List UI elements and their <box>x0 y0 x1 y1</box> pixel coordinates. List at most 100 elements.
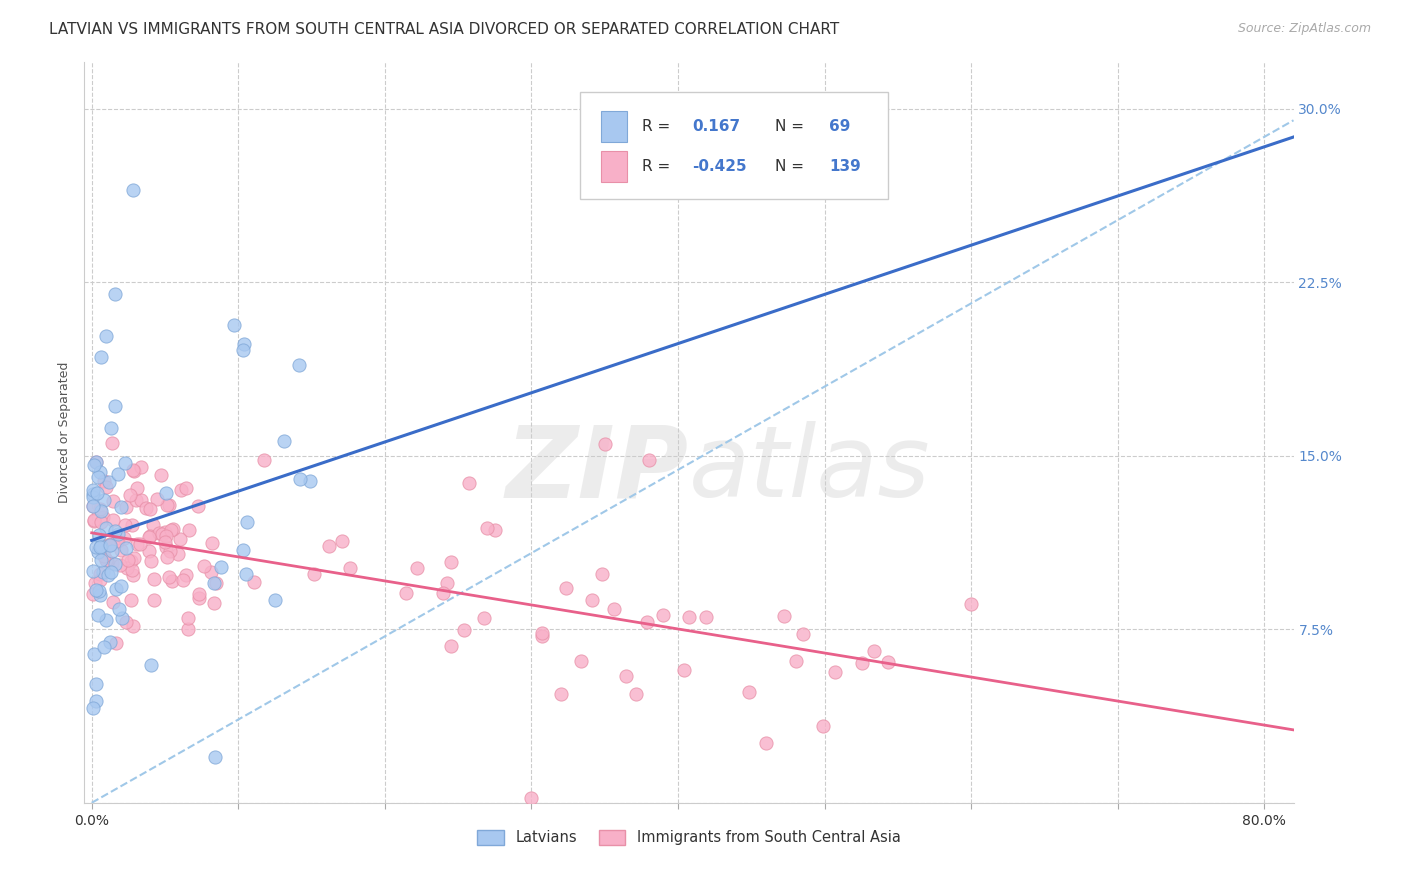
Point <box>143 572 166 586</box>
Point <box>222 318 245 332</box>
Point <box>115 541 138 555</box>
Point <box>114 456 136 470</box>
Text: -0.425: -0.425 <box>693 160 747 174</box>
Point <box>330 534 353 549</box>
Point <box>339 561 361 575</box>
Point <box>82 499 104 513</box>
Point <box>302 567 325 582</box>
Point <box>100 566 122 580</box>
Point <box>82 700 104 714</box>
Point <box>84 677 107 691</box>
Text: 0.167: 0.167 <box>693 120 741 135</box>
Point <box>591 566 613 581</box>
Point <box>82 499 104 513</box>
Point <box>318 539 340 553</box>
Point <box>177 523 200 537</box>
Point <box>104 399 127 413</box>
Point <box>432 586 454 600</box>
Point <box>83 647 105 661</box>
Text: 69: 69 <box>830 120 851 135</box>
Point <box>273 434 295 449</box>
Point <box>440 639 463 653</box>
Point <box>122 550 145 565</box>
Point <box>90 504 112 518</box>
Point <box>86 486 108 500</box>
Point <box>288 358 311 372</box>
Point <box>695 610 717 624</box>
Point <box>110 579 132 593</box>
Point <box>82 490 104 504</box>
Point <box>614 669 637 683</box>
Point <box>205 575 228 590</box>
Point <box>120 553 142 567</box>
Point <box>105 533 128 548</box>
Point <box>90 516 112 530</box>
Point <box>82 486 104 500</box>
Point <box>200 566 222 580</box>
Point <box>235 567 257 582</box>
Point <box>188 591 211 605</box>
Point <box>89 574 111 588</box>
Point <box>93 493 115 508</box>
Point <box>678 610 700 624</box>
Point <box>100 538 122 552</box>
Point <box>87 527 110 541</box>
Point <box>167 547 190 561</box>
Point <box>150 527 173 541</box>
Point <box>82 483 104 497</box>
Point <box>960 597 983 611</box>
Point <box>394 586 416 600</box>
Point <box>105 635 128 649</box>
Text: LATVIAN VS IMMIGRANTS FROM SOUTH CENTRAL ASIA DIVORCED OR SEPARATED CORRELATION : LATVIAN VS IMMIGRANTS FROM SOUTH CENTRAL… <box>49 22 839 37</box>
Point <box>120 592 142 607</box>
Point <box>484 524 506 538</box>
Point <box>177 622 200 636</box>
Point <box>172 574 194 588</box>
Point <box>94 613 117 627</box>
Point <box>124 464 146 478</box>
Point <box>87 608 110 623</box>
Point <box>122 462 145 476</box>
Point <box>187 500 209 514</box>
Point <box>89 501 111 516</box>
Point <box>101 595 124 609</box>
Point <box>104 582 127 597</box>
Point <box>104 286 127 301</box>
Point <box>755 736 778 750</box>
Point <box>87 469 110 483</box>
Point <box>100 544 122 558</box>
Text: Source: ZipAtlas.com: Source: ZipAtlas.com <box>1237 22 1371 36</box>
Point <box>155 529 177 543</box>
Point <box>785 654 807 668</box>
Point <box>84 694 107 708</box>
Point <box>128 537 150 551</box>
Point <box>153 535 176 549</box>
Point <box>637 453 659 467</box>
Point <box>121 563 143 577</box>
Point <box>101 556 124 570</box>
Point <box>89 567 111 582</box>
Point <box>89 588 111 602</box>
Point <box>824 665 846 680</box>
Point <box>253 453 276 467</box>
Point <box>84 582 107 597</box>
Text: N =: N = <box>775 120 804 135</box>
Point <box>581 592 603 607</box>
Point <box>96 554 118 568</box>
Point <box>139 529 162 543</box>
Text: R =: R = <box>641 120 671 135</box>
Point <box>90 539 112 553</box>
Point <box>98 635 121 649</box>
Point <box>110 543 132 558</box>
Point <box>458 475 481 490</box>
Point <box>863 644 886 658</box>
Text: N =: N = <box>775 160 804 174</box>
Point <box>673 663 696 677</box>
Point <box>624 687 647 701</box>
Point <box>141 554 163 568</box>
Point <box>569 653 592 667</box>
Point <box>91 510 114 524</box>
Point <box>93 474 115 488</box>
Point <box>93 549 115 563</box>
Point <box>108 602 131 616</box>
